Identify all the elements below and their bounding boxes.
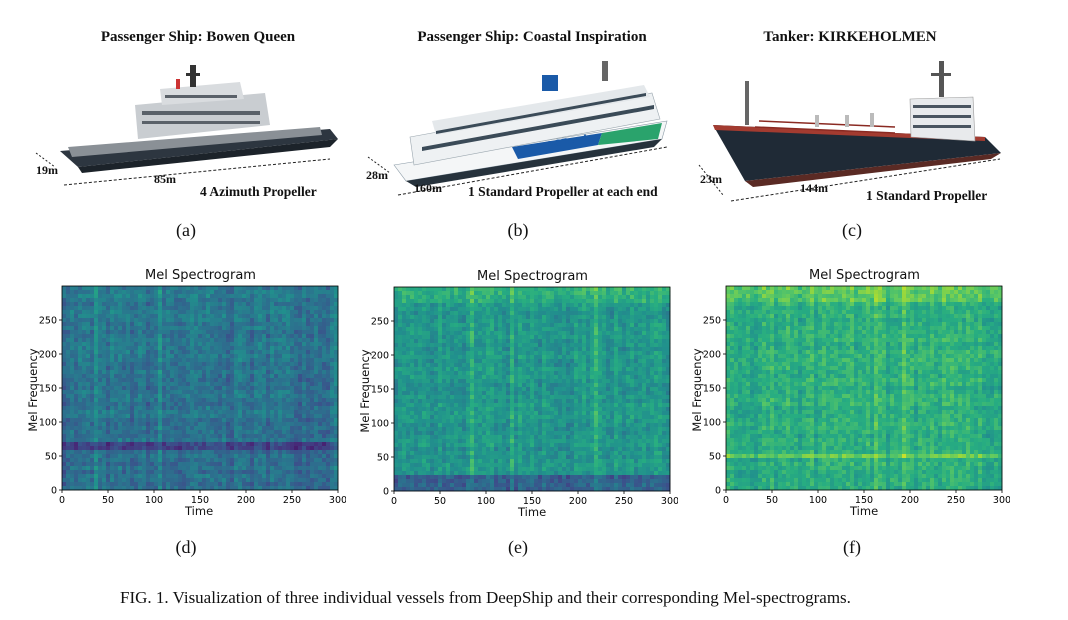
spectrogram-d-xlabel: Time xyxy=(185,504,214,518)
y-tick-label: 100 xyxy=(39,417,57,428)
heatmap-cells xyxy=(62,286,339,491)
subfigure-label-c: (c) xyxy=(842,220,862,240)
spectrogram-e-plot: 0 50 100 150 200 250 300 0 50 100 150 200 250 xyxy=(371,286,678,505)
ship-c-propulsion: 1 Standard Propeller xyxy=(866,188,988,203)
ship-c-length: 144m xyxy=(800,181,828,195)
y-tick-label: 100 xyxy=(371,418,389,429)
subfigure-label-b: (b) xyxy=(507,220,529,240)
x-tick-label: 0 xyxy=(723,495,729,504)
spectrogram-d-plot: 0 50 100 150 200 250 300 0 50 100 150 200 250 xyxy=(39,285,346,504)
ship-a-height: 19m xyxy=(36,163,58,177)
x-tick-label: 300 xyxy=(661,496,678,505)
y-tick-label: 100 xyxy=(703,417,721,428)
subfigure-label-d: (d) xyxy=(175,537,197,557)
x-tick-label: 200 xyxy=(237,495,255,504)
spectrogram-f-plot: 0 50 100 150 200 250 300 0 50 100 150 200 250 xyxy=(703,285,1010,504)
ship-a-image xyxy=(35,65,338,186)
ship-b-height: 28m xyxy=(366,168,388,182)
x-tick-label: 250 xyxy=(615,496,633,505)
spectrogram-e-xlabel: Time xyxy=(518,505,547,519)
x-tick-label: 150 xyxy=(523,496,541,505)
y-tick-label: 50 xyxy=(377,452,389,463)
y-tick-label: 250 xyxy=(371,316,389,327)
y-tick-label: 50 xyxy=(709,451,721,462)
y-tick-label: 200 xyxy=(371,350,389,361)
y-tick-label: 150 xyxy=(703,383,721,394)
y-tick-label: 200 xyxy=(39,349,57,360)
subfigure-label-a: (a) xyxy=(176,220,196,240)
y-tick-label: 250 xyxy=(703,315,721,326)
x-tick-label: 100 xyxy=(145,495,163,504)
x-tick-label: 300 xyxy=(993,495,1010,504)
x-tick-label: 200 xyxy=(901,495,919,504)
y-tick-label: 0 xyxy=(51,485,57,496)
x-tick-label: 50 xyxy=(102,495,114,504)
ship-c-image xyxy=(698,61,1001,202)
x-tick-label: 250 xyxy=(283,495,301,504)
spectrogram-d-title: Mel Spectrogram xyxy=(145,268,256,283)
y-tick-label: 150 xyxy=(371,384,389,395)
x-tick-label: 0 xyxy=(59,495,65,504)
ship-c-height: 23m xyxy=(700,172,722,186)
ship-a-propulsion: 4 Azimuth Propeller xyxy=(200,184,317,199)
subfigure-label-e: (e) xyxy=(508,537,528,557)
y-tick-label: 200 xyxy=(703,349,721,360)
spectrogram-f-title: Mel Spectrogram xyxy=(809,268,920,283)
subfigure-label-f: (f) xyxy=(843,537,861,557)
ship-b-length: 160m xyxy=(414,181,442,195)
x-tick-label: 250 xyxy=(947,495,965,504)
x-tick-label: 150 xyxy=(191,495,209,504)
figure-caption: FIG. 1. Visualization of three individua… xyxy=(120,588,851,607)
x-tick-label: 150 xyxy=(855,495,873,504)
y-tick-label: 50 xyxy=(45,451,57,462)
heatmap-cells xyxy=(726,286,1003,491)
ship-c-title: Tanker: KIRKEHOLMEN xyxy=(763,29,937,45)
x-tick-label: 50 xyxy=(766,495,778,504)
x-tick-label: 200 xyxy=(569,496,587,505)
ship-b-image: BCFerries xyxy=(367,61,668,196)
x-tick-label: 300 xyxy=(329,495,346,504)
y-tick-label: 150 xyxy=(39,383,57,394)
ship-b-title: Passenger Ship: Coastal Inspiration xyxy=(417,29,647,45)
spectrogram-f-xlabel: Time xyxy=(850,504,879,518)
y-tick-label: 0 xyxy=(715,485,721,496)
x-tick-label: 100 xyxy=(809,495,827,504)
heatmap-cells xyxy=(394,287,671,492)
spectrogram-e-title: Mel Spectrogram xyxy=(477,269,588,284)
x-tick-label: 0 xyxy=(391,496,397,505)
x-tick-label: 50 xyxy=(434,496,446,505)
y-tick-label: 250 xyxy=(39,315,57,326)
y-tick-label: 0 xyxy=(383,486,389,497)
ship-a-title: Passenger Ship: Bowen Queen xyxy=(100,29,296,45)
ship-b-propulsion: 1 Standard Propeller at each end xyxy=(468,184,658,199)
x-tick-label: 100 xyxy=(477,496,495,505)
ship-a-length: 85m xyxy=(154,172,176,186)
